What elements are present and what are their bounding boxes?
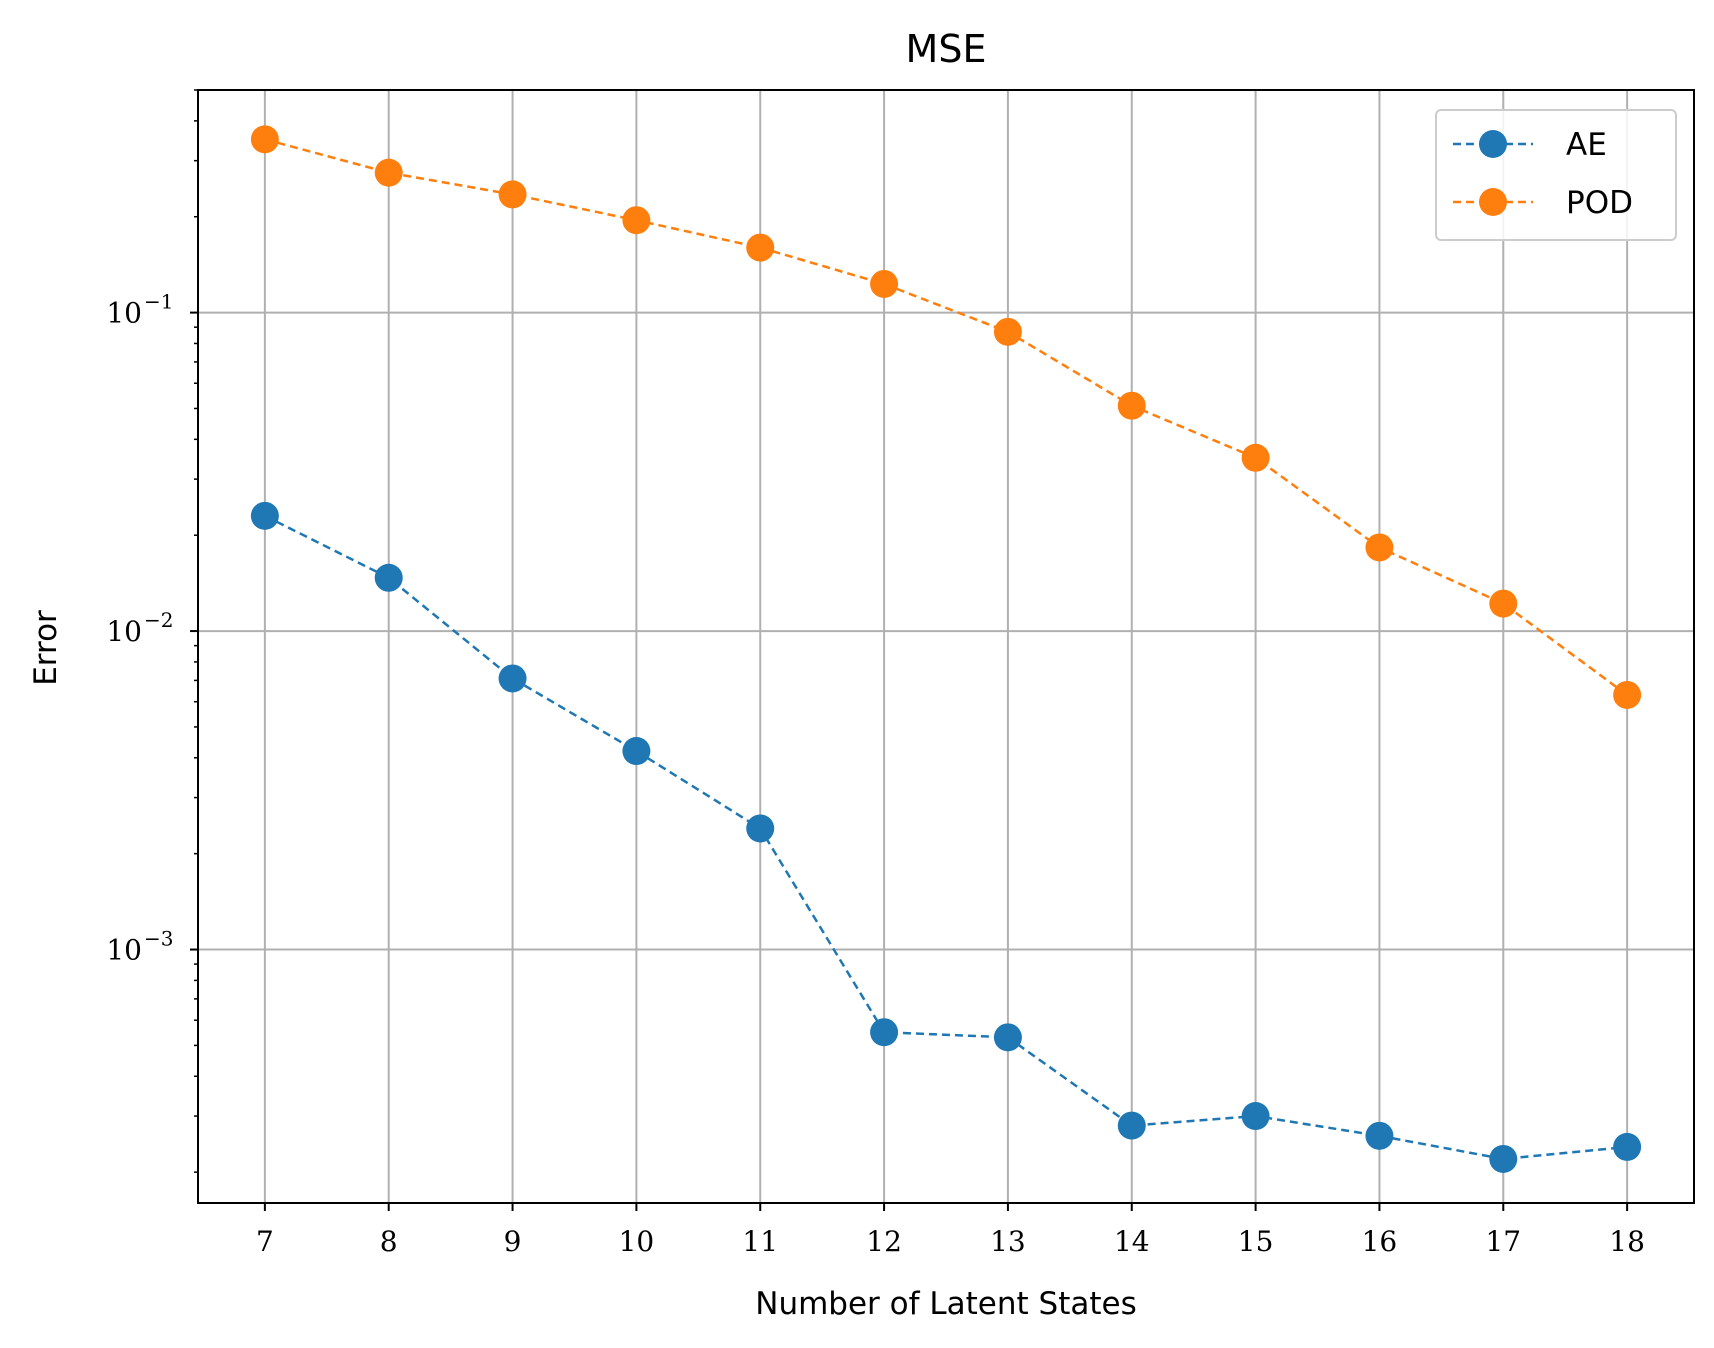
x-tick-label: 9 xyxy=(504,1225,522,1258)
series-pod-point xyxy=(250,125,279,154)
legend: AE POD xyxy=(1435,109,1677,241)
series-ae-point xyxy=(1365,1121,1394,1150)
x-tick-label: 11 xyxy=(742,1225,778,1258)
series-ae-point xyxy=(870,1018,899,1047)
series-pod-point xyxy=(1117,391,1146,420)
y-tick-label: 10 xyxy=(106,297,142,330)
chart-title: MSE xyxy=(906,27,987,71)
legend-box xyxy=(1435,109,1677,241)
series-pod-point xyxy=(1241,443,1270,472)
x-tick-label: 10 xyxy=(619,1225,655,1258)
series-pod-point xyxy=(993,317,1022,346)
plot-frame xyxy=(197,89,1695,1204)
series-pod-point xyxy=(374,158,403,187)
series-pod-point xyxy=(498,180,527,209)
legend-pod-marker xyxy=(1479,188,1507,216)
x-tick-label: 16 xyxy=(1362,1225,1398,1258)
y-tick-label-exponent: −1 xyxy=(144,290,173,314)
x-tick-label: 18 xyxy=(1609,1225,1645,1258)
series-ae-point xyxy=(1489,1144,1518,1173)
series-pod-line xyxy=(264,138,1628,696)
y-tick-label-exponent: −3 xyxy=(144,927,173,951)
series-ae-point xyxy=(993,1023,1022,1052)
x-tick-label: 14 xyxy=(1114,1225,1150,1258)
x-tick-label: 7 xyxy=(256,1225,274,1258)
legend-item-ae: AE xyxy=(1453,127,1607,163)
series-pod-point xyxy=(746,233,775,262)
y-tick-label: 10 xyxy=(106,934,142,967)
series-ae-point xyxy=(1241,1102,1270,1131)
plot-area xyxy=(198,90,1694,1203)
data-series xyxy=(250,125,1642,1173)
series-pod-point xyxy=(870,269,899,298)
legend-ae-marker xyxy=(1479,130,1507,158)
legend-ae-label: AE xyxy=(1566,127,1607,163)
series-ae-point xyxy=(1613,1132,1642,1161)
series-pod-point xyxy=(622,206,651,235)
legend-item-pod: POD xyxy=(1453,185,1633,221)
y-axis-label: Error xyxy=(28,610,64,686)
x-tick-label: 15 xyxy=(1238,1225,1274,1258)
x-tick-label: 17 xyxy=(1485,1225,1521,1258)
y-tick-label: 10 xyxy=(106,615,142,648)
series-ae-point xyxy=(374,563,403,592)
series-pod-point xyxy=(1613,680,1642,709)
y-tick-label-exponent: −2 xyxy=(144,608,173,632)
series-pod-point xyxy=(1365,533,1394,562)
series-pod-point xyxy=(1489,589,1518,618)
series-ae-point xyxy=(746,814,775,843)
series-ae-point xyxy=(250,501,279,530)
x-axis-label: Number of Latent States xyxy=(755,1286,1136,1322)
series-ae-point xyxy=(498,664,527,693)
x-tick-label: 13 xyxy=(990,1225,1026,1258)
legend-pod-label: POD xyxy=(1566,185,1633,221)
x-tick-label: 12 xyxy=(866,1225,902,1258)
series-ae-point xyxy=(1117,1111,1146,1140)
grid-lines xyxy=(198,90,1694,1203)
series-ae-line xyxy=(264,514,1628,1161)
series-ae-point xyxy=(622,737,651,766)
x-tick-label: 8 xyxy=(380,1225,398,1258)
